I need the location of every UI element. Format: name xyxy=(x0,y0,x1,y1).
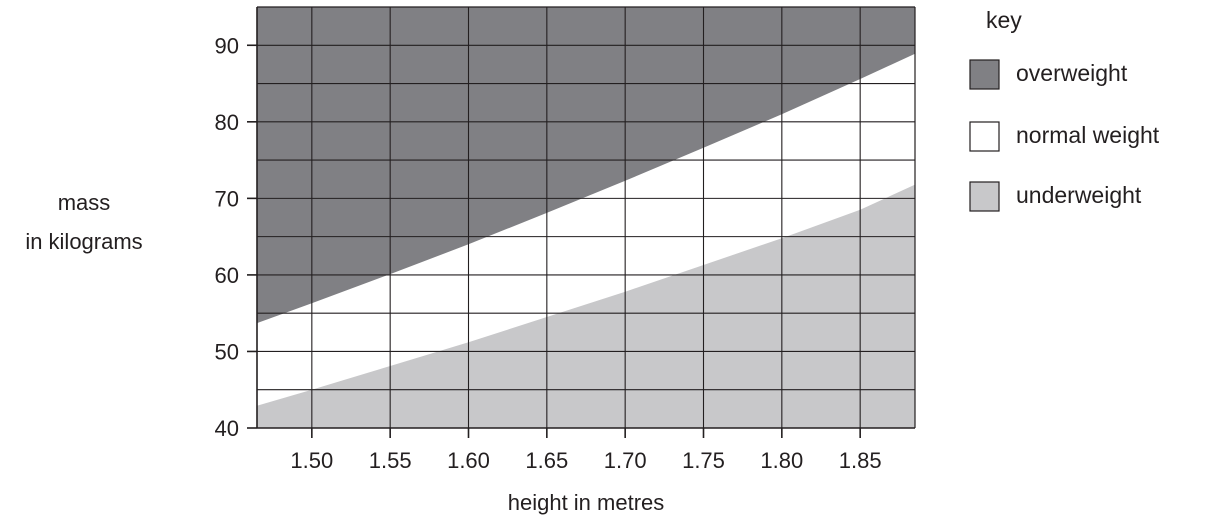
y-tick-label-70: 70 xyxy=(215,186,239,211)
y-axis-label-line-1: mass xyxy=(58,190,111,215)
x-axis-label: height in metres xyxy=(508,490,665,515)
legend-label-overweight: overweight xyxy=(1016,60,1128,86)
x-tick-label-1.60: 1.60 xyxy=(447,448,490,473)
y-tick-labels: 40 50 60 70 80 90 xyxy=(215,33,257,441)
y-tick-label-80: 80 xyxy=(215,110,239,135)
x-tick-label-1.55: 1.55 xyxy=(369,448,412,473)
legend: key overweight normal weight underweight xyxy=(969,7,1160,212)
region-overweight xyxy=(257,7,915,324)
x-tick-label-1.75: 1.75 xyxy=(682,448,725,473)
x-tick-label-1.80: 1.80 xyxy=(760,448,803,473)
y-tick-label-50: 50 xyxy=(215,339,239,364)
legend-swatch-underweight xyxy=(969,181,1000,212)
y-tick-label-90: 90 xyxy=(215,33,239,58)
legend-title: key xyxy=(986,7,1022,33)
region-underweight xyxy=(257,184,915,428)
x-tick-labels: 1.50 1.55 1.60 1.65 1.70 1.75 1.80 1.85 xyxy=(290,428,882,473)
legend-swatch-normal xyxy=(969,121,1000,152)
x-tick-label-1.50: 1.50 xyxy=(290,448,333,473)
y-tick-label-60: 60 xyxy=(215,263,239,288)
regions xyxy=(257,7,915,428)
x-tick-label-1.85: 1.85 xyxy=(839,448,882,473)
y-axis-label-line-2: in kilograms xyxy=(25,229,142,254)
legend-swatch-overweight xyxy=(969,59,1000,90)
x-tick-label-1.70: 1.70 xyxy=(604,448,647,473)
legend-label-underweight: underweight xyxy=(1016,182,1142,208)
x-tick-label-1.65: 1.65 xyxy=(525,448,568,473)
axes xyxy=(256,6,916,429)
legend-label-normal: normal weight xyxy=(1016,122,1160,148)
y-tick-label-40: 40 xyxy=(215,416,239,441)
